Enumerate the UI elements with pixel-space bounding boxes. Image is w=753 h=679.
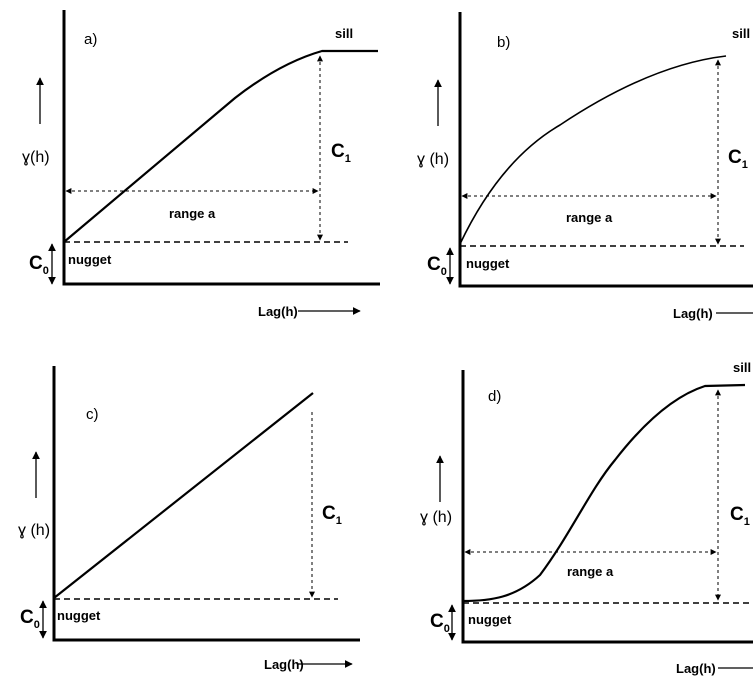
panel-b: b) sill ɣ (h) C1 range a C0 nugget Lag(h… [417,12,753,321]
x-axis-label: Lag(h) [258,304,298,319]
panel-c: c) ɣ (h) C1 C0 nugget Lag(h) [18,366,360,672]
range-label: range a [566,210,613,225]
nugget-label: nugget [68,252,112,267]
panel-a: a) sill ɣ(h) C1 range a C0 nugget Lag(h) [22,10,380,319]
variogram-curve [462,383,746,603]
panel-letter: b) [497,34,510,51]
sill-label: sill [733,360,751,375]
c0-label: C0 [29,253,49,277]
panel-d: d) sill ɣ (h) C1 range a C0 nugget Lag(h… [420,360,753,676]
variogram-curve [63,49,378,243]
nugget-label: nugget [57,608,101,623]
x-axis-label: Lag(h) [264,657,304,672]
variogram-curve [53,392,314,599]
y-axis-label: ɣ (h) [417,151,449,168]
x-axis-label: Lag(h) [673,306,713,321]
range-label: range a [567,564,614,579]
c1-label: C1 [322,503,342,527]
nugget-label: nugget [466,256,510,271]
c1-label: C1 [728,147,748,171]
c0-label: C0 [427,254,447,278]
x-axis-label: Lag(h) [676,661,716,676]
range-label: range a [169,206,216,221]
c1-label: C1 [730,504,750,528]
sill-label: sill [732,26,750,41]
y-axis-label: ɣ(h) [22,149,50,166]
c0-label: C0 [20,607,40,631]
axes [62,10,380,286]
c0-label: C0 [430,611,450,635]
axes [52,366,360,642]
y-axis-label: ɣ (h) [420,509,452,526]
panel-letter: c) [86,406,99,423]
axes [461,370,753,644]
axes [458,12,753,288]
y-axis-label: ɣ (h) [18,522,50,539]
panel-letter: d) [488,388,501,405]
sill-label: sill [335,26,353,41]
panel-letter: a) [84,31,97,48]
nugget-label: nugget [468,612,512,627]
c1-label: C1 [331,141,351,165]
